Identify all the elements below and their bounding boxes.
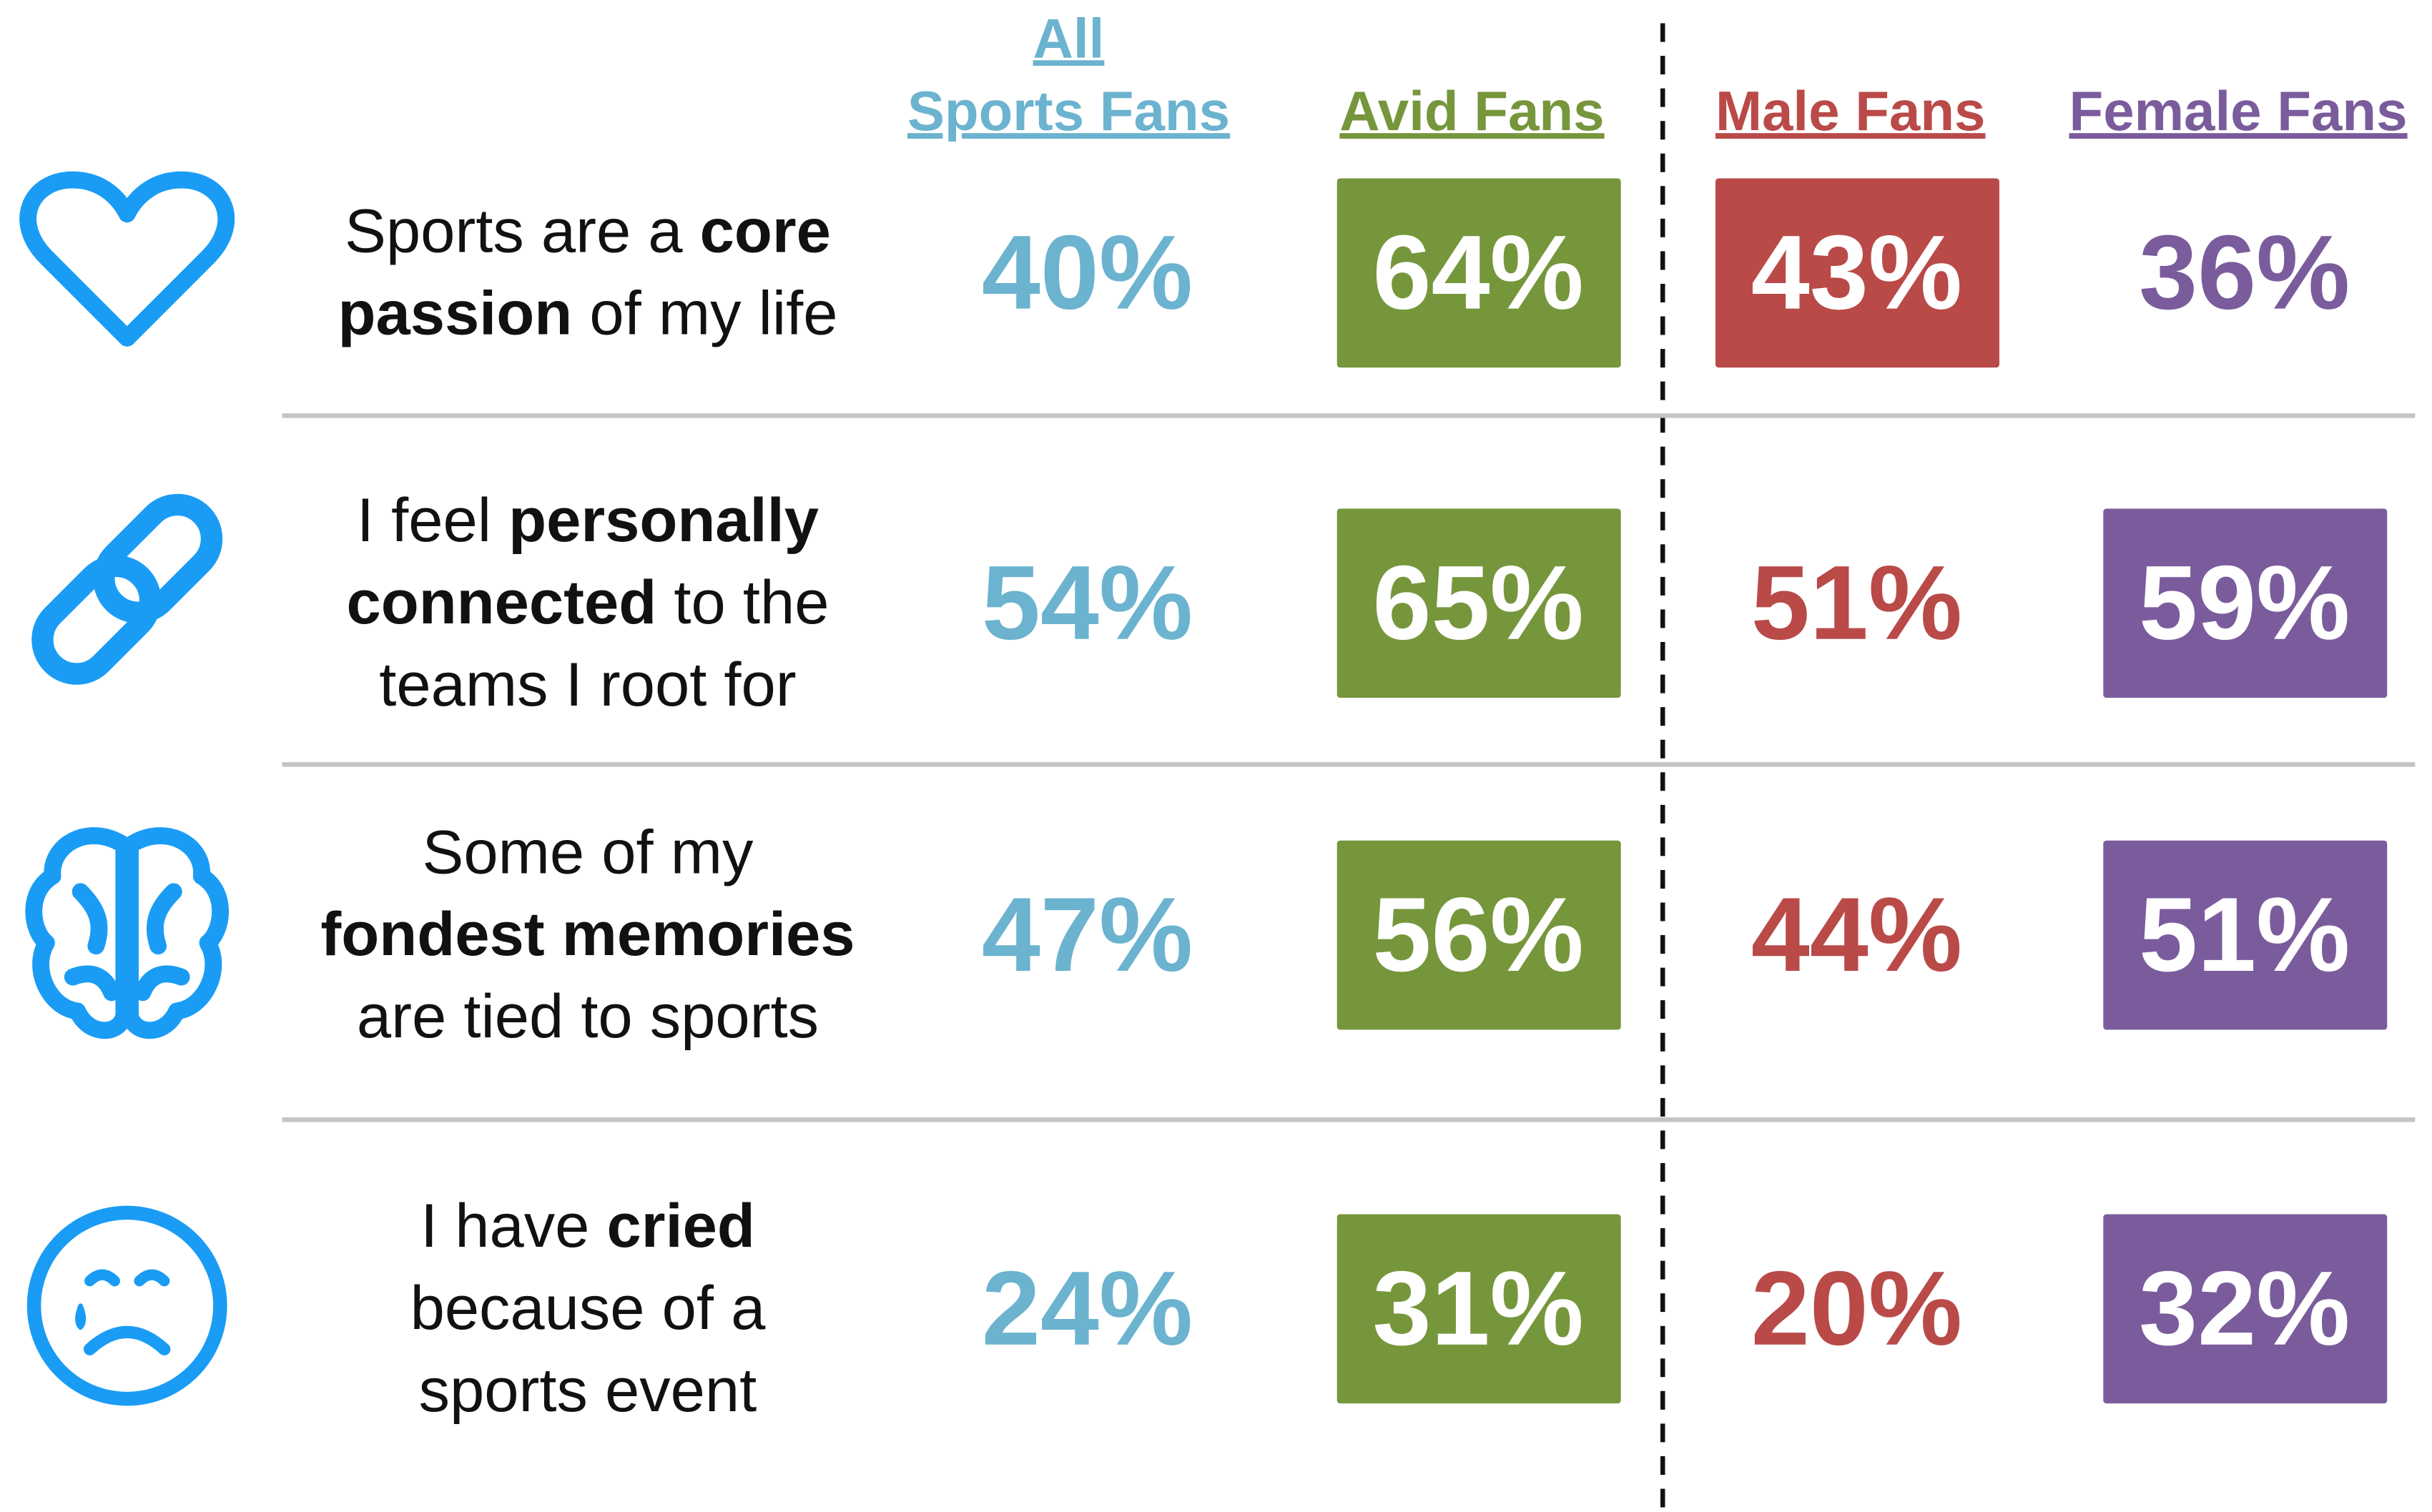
statement-line: fondest memories: [320, 899, 855, 969]
value-box: [1336, 840, 1621, 1030]
statement-text: to the: [656, 568, 829, 637]
value: 20%: [1751, 1250, 1962, 1368]
statement-text: I feel: [357, 485, 508, 555]
chain-icon: [31, 493, 223, 685]
statement-text: Some of my: [423, 817, 754, 886]
statement-bold: passion: [338, 278, 572, 347]
value: 31%: [1372, 1250, 1583, 1368]
statement-line: connected to the: [346, 568, 829, 637]
statement-line: Sports are a core: [345, 197, 831, 266]
brain-icon: [25, 827, 230, 1039]
sad-face-icon: [26, 1205, 227, 1406]
value: 51%: [1751, 544, 1962, 662]
statement-line: Some of my: [423, 817, 754, 886]
value-box: [1336, 1214, 1621, 1404]
value: 64%: [1372, 214, 1583, 332]
column-header: Avid Fans: [1339, 79, 1604, 142]
column-header: All: [1033, 6, 1105, 69]
value-box: [2103, 508, 2388, 698]
value: 65%: [1372, 544, 1583, 662]
statement-line: are tied to sports: [357, 982, 819, 1051]
statement-line: because of a: [410, 1273, 767, 1343]
value: 54%: [982, 544, 1193, 662]
statement-line: I feel personally: [357, 485, 819, 555]
value: 47%: [982, 876, 1193, 994]
column-header: Female Fans: [2069, 79, 2408, 142]
value: 32%: [2139, 1250, 2350, 1368]
value-box: [1336, 178, 1621, 368]
statement-bold: personally: [508, 485, 819, 555]
statement-bold: cried: [606, 1191, 754, 1260]
column-header: Sports Fans: [907, 79, 1230, 142]
statement-line: sports event: [419, 1355, 757, 1425]
value-box: [1715, 178, 1999, 368]
value: 51%: [2139, 876, 2350, 994]
statement-text: teams I root for: [379, 650, 796, 719]
statement-text: are tied to sports: [357, 982, 819, 1051]
statement-text: sports event: [419, 1355, 757, 1425]
statement-bold: connected: [346, 568, 656, 637]
column-header: Male Fans: [1715, 79, 1986, 142]
heart-icon: [19, 171, 235, 347]
value: 44%: [1751, 876, 1962, 994]
value: 36%: [2139, 214, 2350, 332]
statement-line: I have cried: [420, 1191, 755, 1260]
statement-line: passion of my life: [338, 278, 837, 347]
statement-text: Sports are a: [345, 197, 700, 266]
value: 56%: [1372, 876, 1583, 994]
value: 59%: [2139, 544, 2350, 662]
value-box: [1336, 508, 1621, 698]
value: 40%: [982, 214, 1193, 332]
statement-bold: core: [700, 197, 831, 266]
statement-line: teams I root for: [379, 650, 796, 719]
value-box: [2103, 840, 2388, 1030]
value: 24%: [982, 1250, 1193, 1368]
value: 43%: [1751, 214, 1962, 332]
statement-bold: fondest memories: [320, 899, 855, 969]
value-box: [2103, 1214, 2388, 1404]
statement-text: I have: [420, 1191, 606, 1260]
statement-text: of my life: [572, 278, 837, 347]
statement-text: because of a: [410, 1273, 767, 1343]
